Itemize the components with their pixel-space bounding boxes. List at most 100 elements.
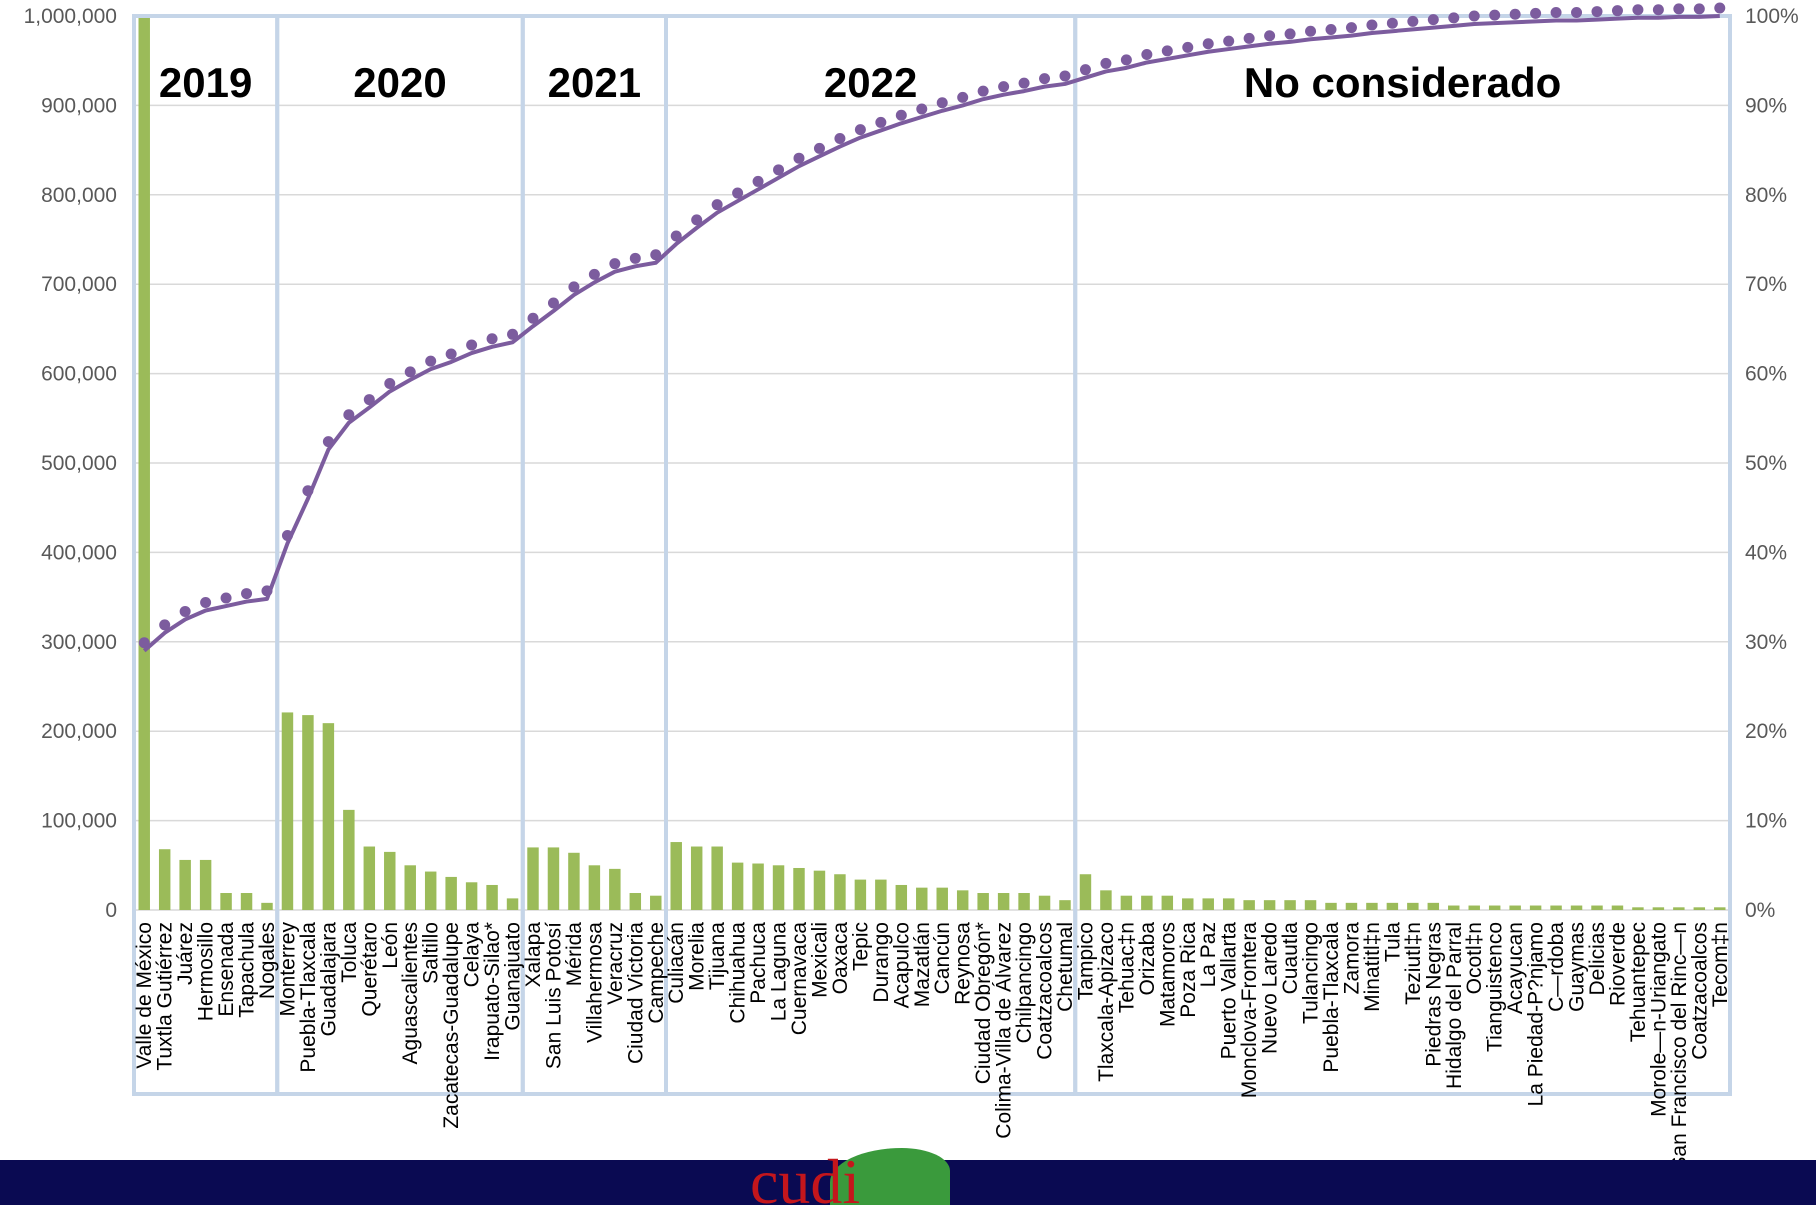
cumulative-line-series — [138, 2, 1726, 653]
category-label: Durango — [870, 922, 893, 1003]
line-point — [1120, 54, 1132, 66]
category-label: San Francisco del Rinc—n — [1668, 922, 1691, 1171]
bar — [1386, 902, 1399, 910]
category-label: Tecom‡n — [1709, 922, 1732, 1007]
line-point — [527, 312, 539, 324]
bar — [1038, 895, 1051, 910]
bar — [650, 895, 662, 910]
category-label: Puebla-Tlaxcala — [297, 922, 320, 1073]
bar — [1120, 895, 1133, 910]
line-point — [1489, 9, 1501, 21]
bar — [1693, 907, 1706, 910]
right-tick-label: 20% — [1745, 720, 1787, 743]
line-point — [1550, 6, 1562, 18]
line-point — [936, 97, 948, 109]
category-label: Celaya — [461, 922, 484, 988]
line-point — [363, 394, 375, 406]
line-point — [1039, 73, 1051, 85]
section-box — [1073, 14, 1732, 1096]
line-point — [445, 348, 457, 360]
line-point — [425, 355, 437, 367]
bar — [793, 867, 805, 910]
line-point — [732, 187, 744, 199]
bar — [445, 876, 457, 910]
bar — [916, 887, 928, 910]
category-label: Zamora — [1340, 922, 1363, 995]
bar — [1079, 874, 1092, 910]
line-point — [609, 258, 621, 270]
bar — [1304, 900, 1317, 910]
category-label: Ciudad Victoria — [624, 922, 647, 1064]
bar — [1448, 905, 1460, 910]
right-tick-label: 50% — [1745, 452, 1787, 475]
category-label: Coatzacoalcos — [1688, 922, 1711, 1060]
category-label: Nuevo Laredo — [1259, 922, 1282, 1054]
category-label: Culiacán — [665, 922, 688, 1004]
line-point — [1448, 12, 1460, 24]
line-point — [1407, 15, 1419, 27]
category-label: Tulancingo — [1300, 922, 1323, 1024]
line-point — [159, 619, 171, 631]
category-label: Nogales — [256, 922, 279, 999]
category-label: Reynosa — [952, 922, 975, 1005]
right-tick-label: 100% — [1745, 5, 1799, 28]
bar — [1488, 905, 1501, 910]
left-tick-label: 500,000 — [41, 452, 117, 475]
category-label: Ocotl‡n — [1463, 922, 1486, 994]
line-point — [1059, 70, 1071, 82]
line-point — [568, 281, 580, 293]
line-point — [1611, 5, 1623, 17]
left-tick-label: 0 — [105, 899, 117, 922]
line-point — [773, 164, 785, 176]
bar — [588, 865, 601, 910]
line-point — [916, 103, 928, 115]
line-point — [834, 133, 846, 145]
category-label: Rioverde — [1606, 922, 1629, 1006]
line-point — [1571, 6, 1583, 18]
category-label: Delicias — [1586, 922, 1609, 996]
bar — [384, 851, 396, 910]
category-label: Guadalajara — [317, 922, 340, 1037]
category-label: Cancún — [931, 922, 954, 994]
bar — [1632, 907, 1644, 910]
line-point — [1243, 32, 1255, 44]
section-label: 2022 — [824, 59, 917, 106]
bar — [956, 890, 969, 910]
line-point — [261, 585, 273, 597]
line-point — [1182, 41, 1194, 53]
category-label: Teziutl‡n — [1402, 922, 1425, 1005]
line-point — [957, 91, 969, 103]
bar — [220, 893, 232, 910]
bar — [977, 893, 989, 910]
category-label: San Luis Potosí — [542, 922, 565, 1069]
line-point — [1509, 8, 1521, 20]
category-label: Querétaro — [358, 922, 381, 1017]
category-label: Coatzacoalcos — [1034, 922, 1057, 1060]
section-label: 2019 — [159, 59, 252, 106]
bar — [854, 879, 867, 910]
bar — [1345, 902, 1358, 910]
category-label: Mérida — [563, 922, 586, 987]
line-point — [793, 152, 805, 164]
bar — [322, 723, 335, 910]
line-point — [1468, 10, 1480, 22]
bar — [1366, 902, 1378, 910]
line-point — [1305, 25, 1317, 37]
line-point — [1714, 2, 1726, 14]
bar — [1018, 893, 1030, 910]
gridlines — [134, 15, 1730, 911]
category-label: Hermosillo — [195, 922, 218, 1021]
line-point — [302, 485, 314, 497]
line-point — [281, 529, 293, 541]
bar — [1284, 900, 1296, 910]
category-label: Ciudad Obregón* — [972, 922, 995, 1084]
bar — [527, 847, 539, 910]
right-tick-label: 10% — [1745, 810, 1787, 833]
left-tick-label: 400,000 — [41, 541, 117, 564]
line-point — [138, 637, 150, 649]
category-label: Tehuac‡n — [1115, 922, 1138, 1013]
left-axis-ticks: 0 100,000 200,000 300,000 400,000 500,000 600,… — [24, 5, 117, 922]
bar — [302, 715, 314, 910]
line-point — [1386, 17, 1398, 29]
